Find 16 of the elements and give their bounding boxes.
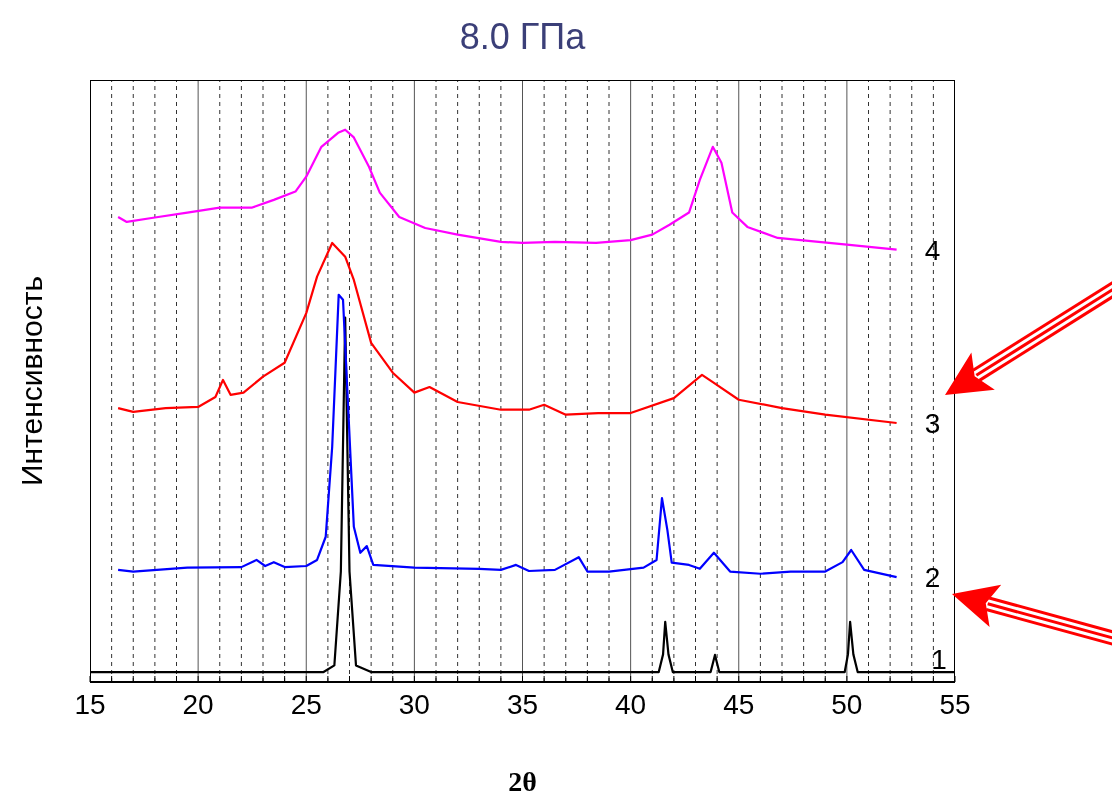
x-tick-label: 35 <box>506 688 539 720</box>
x-tick-label: 20 <box>182 688 214 720</box>
series-label: 3 <box>924 407 941 439</box>
chart-title: 8.0 ГПа <box>458 16 587 58</box>
x-axis-title: 2θ <box>507 766 538 798</box>
x-tick-label: 50 <box>831 688 863 720</box>
y-axis-title: Интенсивность <box>15 275 49 487</box>
x-tick-label: 45 <box>723 688 755 720</box>
x-tick-label: 40 <box>615 688 647 720</box>
series-label: 4 <box>924 234 941 266</box>
x-tick-label: 25 <box>290 688 322 720</box>
x-tick-label: 15 <box>74 688 106 720</box>
series-label: 2 <box>924 562 941 594</box>
x-tick-label: 55 <box>939 688 971 720</box>
x-tick-label: 30 <box>398 688 430 720</box>
series-label: 1 <box>931 644 947 676</box>
